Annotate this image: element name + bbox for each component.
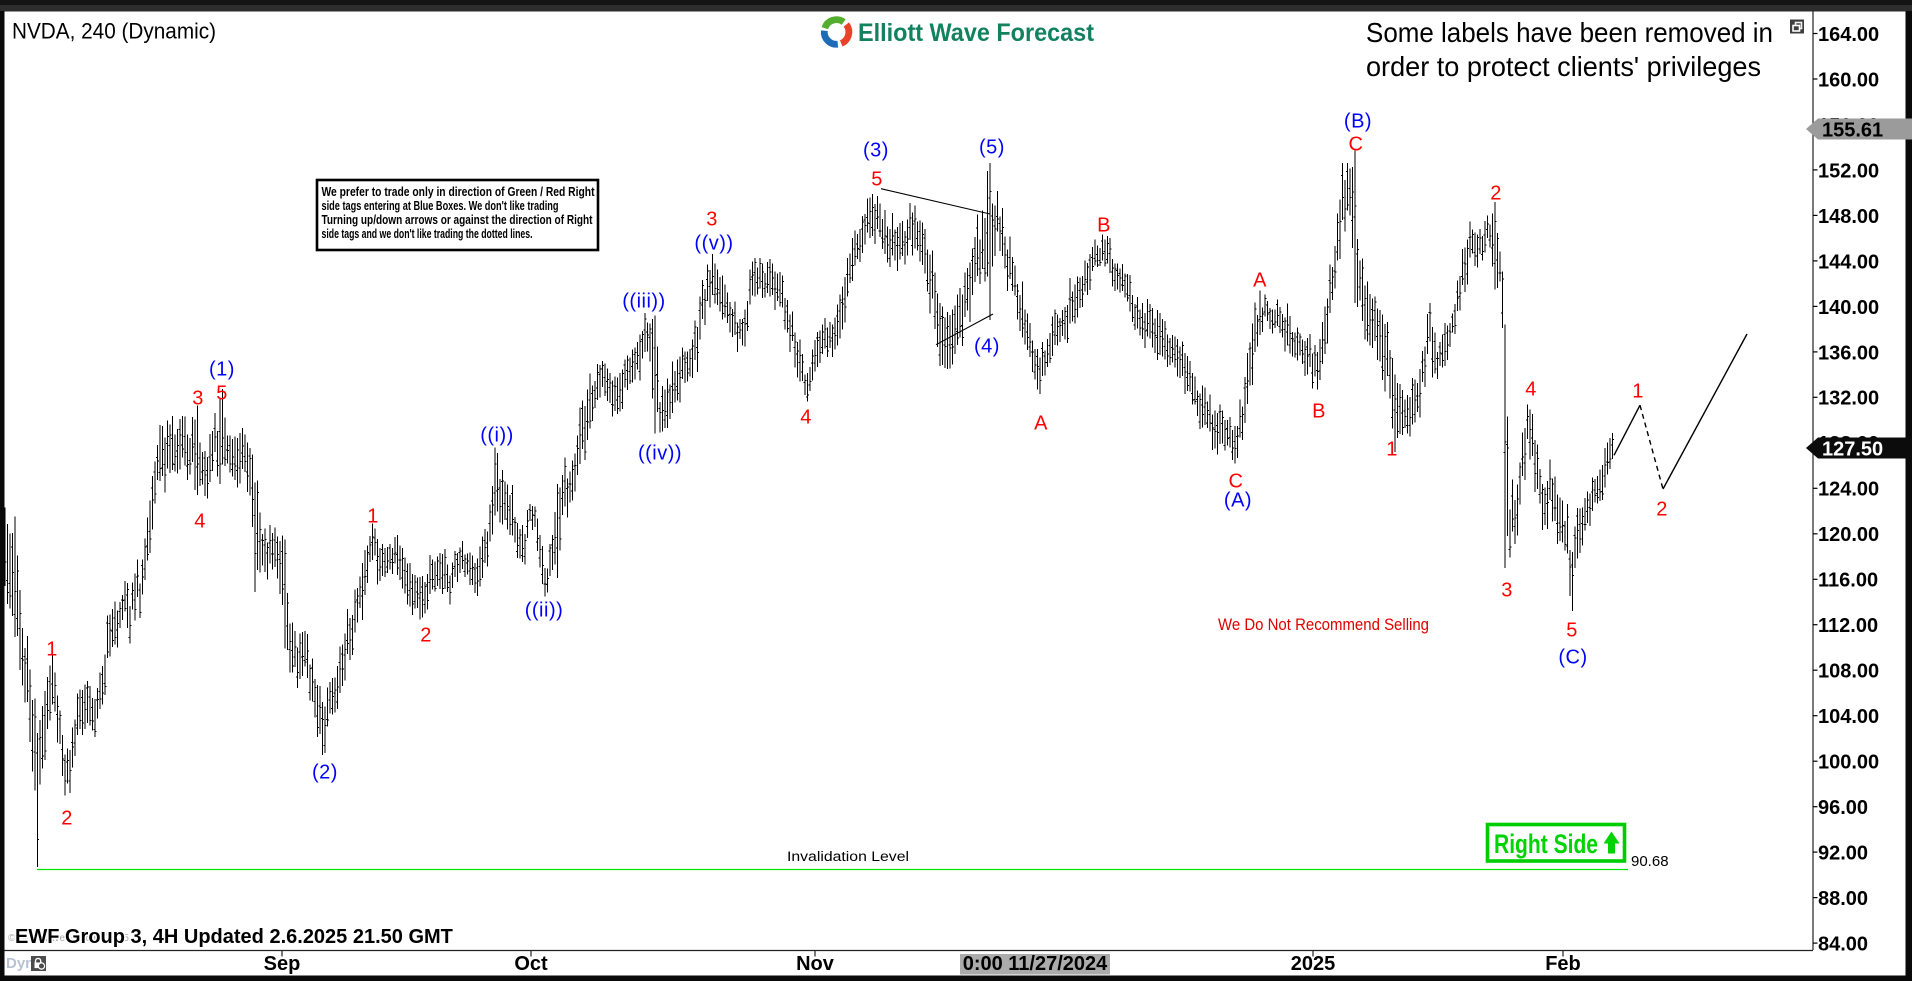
svg-text:108.00: 108.00 [1818,661,1879,683]
svg-text:order to protect clients' priv: order to protect clients' privileges [1366,51,1761,82]
svg-text:Some labels have been removed: Some labels have been removed in [1366,17,1773,48]
svg-text:((v)): ((v)) [694,233,733,255]
svg-text:2: 2 [420,625,432,647]
svg-text:148.00: 148.00 [1818,206,1879,228]
svg-text:4: 4 [800,407,812,429]
svg-text:Right Side: Right Side [1494,829,1598,859]
svg-text:127.50: 127.50 [1822,439,1883,461]
svg-text:1: 1 [46,639,58,661]
svg-text:A: A [1253,270,1267,292]
svg-text:((i)): ((i)) [480,425,514,447]
svg-text:2025: 2025 [1291,953,1336,975]
svg-text:((ii)): ((ii)) [525,600,564,622]
svg-text:2: 2 [61,808,73,830]
svg-text:Nov: Nov [796,953,835,975]
svg-text:144.00: 144.00 [1818,251,1879,273]
svg-text:((iv)): ((iv)) [638,443,682,465]
svg-text:Invalidation Level: Invalidation Level [787,849,909,864]
svg-text:5: 5 [871,169,883,191]
svg-text:(C): (C) [1558,647,1587,669]
svg-text:2: 2 [1656,499,1668,521]
svg-text:C: C [1229,471,1244,493]
svg-text:(5): (5) [979,137,1005,159]
svg-text:116.00: 116.00 [1818,570,1878,592]
svg-text:0:00 11/27/2024: 0:00 11/27/2024 [963,953,1108,975]
svg-text:NVDA, 240 (Dynamic): NVDA, 240 (Dynamic) [12,19,216,44]
svg-text:140.00: 140.00 [1818,297,1879,319]
svg-text:2: 2 [1490,183,1502,205]
svg-text:We Do Not Recommend Selling: We Do Not Recommend Selling [1218,616,1429,634]
svg-text:Turning up/down arrows or agai: Turning up/down arrows or against the di… [322,212,594,227]
svg-text:112.00: 112.00 [1818,615,1878,637]
svg-text:96.00: 96.00 [1818,797,1868,819]
svg-text:124.00: 124.00 [1818,479,1879,501]
svg-text:120.00: 120.00 [1818,524,1879,546]
svg-text:(B): (B) [1344,111,1372,133]
svg-text:5: 5 [1566,620,1578,642]
svg-text:4: 4 [1525,379,1537,401]
svg-text:5: 5 [216,383,228,405]
svg-text:B: B [1312,401,1326,423]
svg-text:1: 1 [1632,381,1644,403]
svg-text:Elliott Wave Forecast: Elliott Wave Forecast [858,19,1095,47]
svg-text:104.00: 104.00 [1818,706,1879,728]
svg-text:Oct: Oct [514,953,548,975]
svg-text:C: C [1349,134,1364,156]
svg-text:Sep: Sep [264,953,301,975]
svg-text:164.00: 164.00 [1818,24,1879,46]
svg-text:155.61: 155.61 [1822,120,1883,142]
svg-text:©ElliottWaveForecast/2025: ©ElliottWaveForecast/2025 [8,933,129,944]
svg-text:90.68: 90.68 [1631,853,1669,870]
svg-text:1: 1 [367,506,379,528]
svg-text:Feb: Feb [1545,953,1581,975]
svg-text:100.00: 100.00 [1818,752,1879,774]
svg-text:A: A [1034,413,1048,435]
svg-text:152.00: 152.00 [1818,160,1879,182]
svg-text:(3): (3) [863,140,889,162]
svg-text:B: B [1097,215,1111,237]
svg-text:92.00: 92.00 [1818,843,1868,865]
svg-text:3: 3 [1501,580,1513,602]
svg-text:4: 4 [194,511,206,533]
svg-text:side tags entering at Blue Box: side tags entering at Blue Boxes. We don… [322,198,559,213]
svg-text:Dyn: Dyn [6,955,34,972]
svg-text:side tags and we don't like tr: side tags and we don't like trading the … [322,226,533,241]
svg-text:((iii)): ((iii)) [622,291,665,313]
svg-text:(4): (4) [974,336,1000,358]
svg-text:136.00: 136.00 [1818,342,1879,364]
svg-text:(2): (2) [312,762,338,784]
svg-text:We prefer to trade only in dir: We prefer to trade only in direction of … [322,184,596,199]
svg-text:(1): (1) [209,359,235,381]
svg-text:160.00: 160.00 [1818,69,1879,91]
svg-text:3: 3 [706,209,718,231]
svg-text:1: 1 [1386,439,1398,461]
svg-text:3: 3 [192,388,204,410]
svg-text:84.00: 84.00 [1818,934,1868,956]
svg-text:EWF Group 3, 4H Updated 2.6.20: EWF Group 3, 4H Updated 2.6.2025 21.50 G… [15,926,453,948]
svg-text:132.00: 132.00 [1818,388,1879,410]
svg-text:88.00: 88.00 [1818,888,1868,910]
svg-text:(A): (A) [1224,490,1252,512]
